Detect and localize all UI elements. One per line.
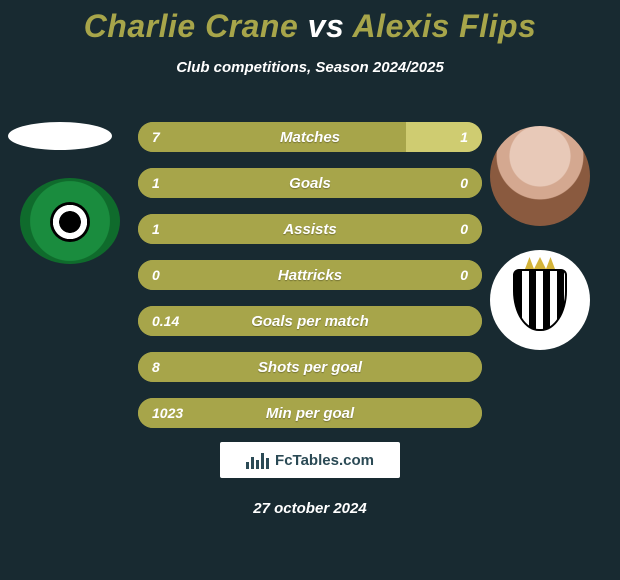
- player2-name: Alexis Flips: [352, 8, 536, 44]
- brand-logo: FcTables.com: [220, 442, 400, 478]
- stat-label: Min per goal: [138, 398, 482, 428]
- footer-date: 27 october 2024: [0, 500, 620, 517]
- stat-row: 0.14Goals per match: [138, 306, 482, 336]
- shield-icon: [513, 269, 567, 331]
- stat-row: 00Hattricks: [138, 260, 482, 290]
- comparison-title: Charlie Crane vs Alexis Flips: [0, 0, 620, 45]
- player1-photo: [8, 122, 112, 150]
- bars-icon: [246, 451, 269, 469]
- stat-bars: 71Matches 10Goals 10Assists 00Hattricks 0.14…: [138, 122, 482, 444]
- stat-row: 8Shots per goal: [138, 352, 482, 382]
- stat-row: 10Goals: [138, 168, 482, 198]
- vs-text: vs: [308, 8, 345, 44]
- stat-row: 71Matches: [138, 122, 482, 152]
- crown-icon: [525, 257, 555, 269]
- player1-name: Charlie Crane: [84, 8, 299, 44]
- brand-text: FcTables.com: [275, 452, 374, 469]
- subtitle: Club competitions, Season 2024/2025: [0, 59, 620, 76]
- stat-label: Shots per goal: [138, 352, 482, 382]
- stat-label: Matches: [138, 122, 482, 152]
- stat-label: Hattricks: [138, 260, 482, 290]
- stat-label: Assists: [138, 214, 482, 244]
- player1-club-badge: [20, 178, 120, 264]
- player2-photo: [490, 126, 590, 226]
- stat-row: 1023Min per goal: [138, 398, 482, 428]
- stat-label: Goals: [138, 168, 482, 198]
- player2-club-badge: [490, 250, 590, 350]
- stat-label: Goals per match: [138, 306, 482, 336]
- stat-row: 10Assists: [138, 214, 482, 244]
